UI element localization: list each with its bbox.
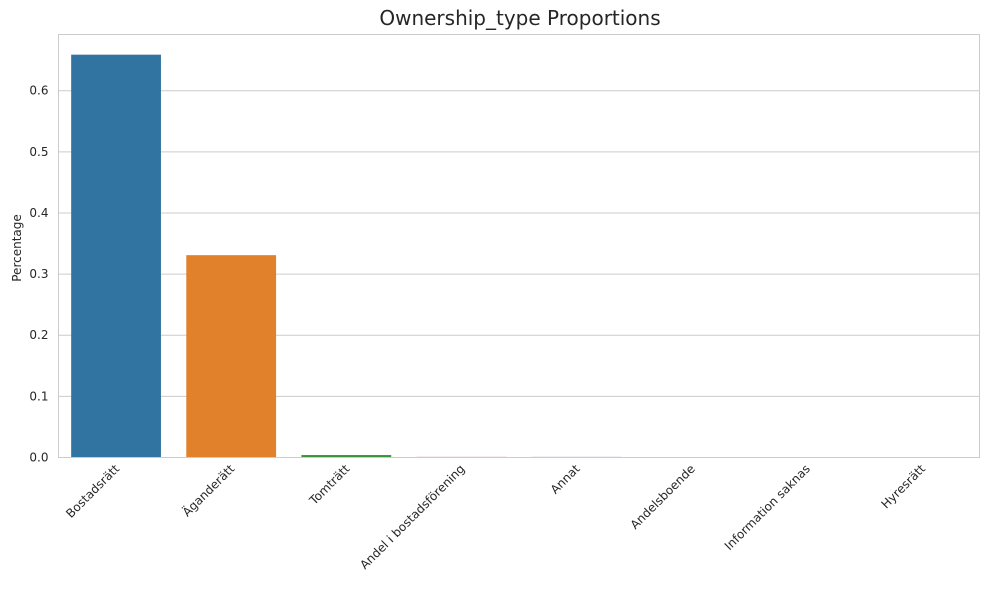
y-axis-label: Percentage — [10, 214, 24, 282]
y-tick-label: 0.6 — [29, 84, 48, 98]
x-tick-label: Information saknas — [722, 462, 813, 553]
y-tick-label: 0.1 — [29, 389, 48, 403]
x-tick-label: Äganderätt — [179, 461, 238, 520]
bar — [186, 255, 277, 458]
chart-title: Ownership_type Proportions — [379, 6, 660, 30]
bar — [71, 54, 161, 458]
x-tick-label: Andelsboende — [628, 462, 698, 532]
x-tick-label: Tomträtt — [306, 462, 353, 509]
y-tick-label: 0.2 — [29, 328, 48, 342]
x-ticks: Bostadsrätt Äganderätt Tomträtt Andel i bos… — [63, 461, 928, 572]
y-tick-label: 0.0 — [29, 451, 48, 465]
y-tick-label: 0.5 — [29, 145, 48, 159]
bars — [71, 54, 967, 458]
x-tick-label: Hyresrätt — [878, 462, 928, 512]
y-tick-label: 0.3 — [29, 267, 48, 281]
plot-frame — [58, 34, 980, 458]
x-tick-label: Bostadsrätt — [63, 462, 122, 521]
x-tick-label: Andel i bostadsförening — [357, 462, 467, 572]
y-tick-label: 0.4 — [29, 206, 48, 220]
y-ticks: 0.0 0.1 0.2 0.3 0.4 0.5 0.6 — [29, 84, 48, 465]
bar — [301, 455, 392, 458]
x-tick-label: Annat — [548, 462, 583, 497]
